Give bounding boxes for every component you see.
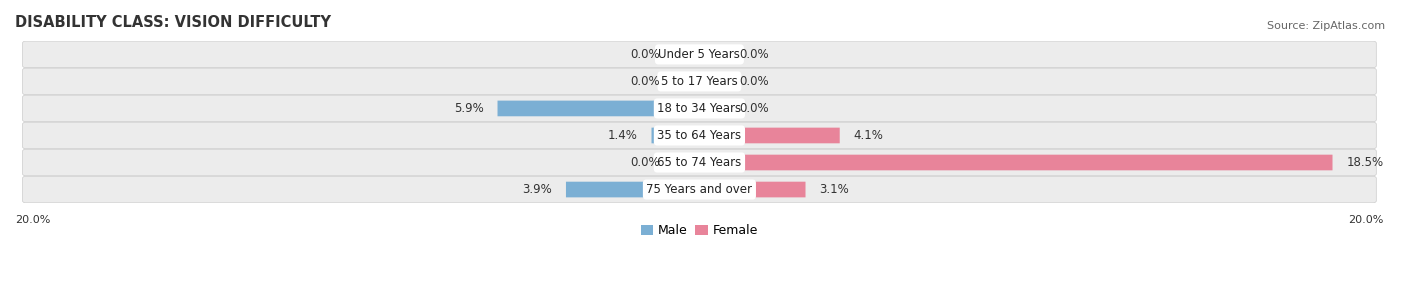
FancyBboxPatch shape (22, 68, 1376, 95)
Text: 0.0%: 0.0% (738, 75, 769, 88)
Text: 0.0%: 0.0% (630, 48, 659, 61)
Text: 0.0%: 0.0% (738, 102, 769, 115)
Text: 75 Years and over: 75 Years and over (647, 183, 752, 196)
FancyBboxPatch shape (673, 47, 699, 62)
Text: 1.4%: 1.4% (607, 129, 638, 142)
Text: 3.9%: 3.9% (523, 183, 553, 196)
Text: Under 5 Years: Under 5 Years (658, 48, 741, 61)
FancyBboxPatch shape (673, 74, 699, 89)
FancyBboxPatch shape (22, 176, 1376, 203)
FancyBboxPatch shape (22, 149, 1376, 176)
Text: 5.9%: 5.9% (454, 102, 484, 115)
Text: 18 to 34 Years: 18 to 34 Years (658, 102, 741, 115)
FancyBboxPatch shape (673, 155, 699, 170)
Text: 20.0%: 20.0% (15, 215, 51, 225)
FancyBboxPatch shape (22, 122, 1376, 149)
FancyBboxPatch shape (699, 47, 725, 62)
FancyBboxPatch shape (699, 101, 725, 116)
Text: 18.5%: 18.5% (1346, 156, 1384, 169)
Text: 5 to 17 Years: 5 to 17 Years (661, 75, 738, 88)
FancyBboxPatch shape (699, 74, 725, 89)
Text: 4.1%: 4.1% (853, 129, 883, 142)
Text: 0.0%: 0.0% (738, 48, 769, 61)
FancyBboxPatch shape (498, 101, 699, 116)
Text: 65 to 74 Years: 65 to 74 Years (657, 156, 741, 169)
FancyBboxPatch shape (22, 41, 1376, 68)
FancyBboxPatch shape (699, 155, 1333, 170)
FancyBboxPatch shape (22, 95, 1376, 122)
Text: 0.0%: 0.0% (630, 75, 659, 88)
Text: DISABILITY CLASS: VISION DIFFICULTY: DISABILITY CLASS: VISION DIFFICULTY (15, 15, 330, 30)
Text: 35 to 64 Years: 35 to 64 Years (658, 129, 741, 142)
FancyBboxPatch shape (699, 182, 806, 197)
FancyBboxPatch shape (567, 182, 699, 197)
FancyBboxPatch shape (651, 127, 699, 143)
Text: Source: ZipAtlas.com: Source: ZipAtlas.com (1267, 21, 1385, 31)
FancyBboxPatch shape (699, 127, 839, 143)
Text: 3.1%: 3.1% (820, 183, 849, 196)
Legend: Male, Female: Male, Female (636, 219, 763, 242)
Text: 20.0%: 20.0% (1348, 215, 1384, 225)
Text: 0.0%: 0.0% (630, 156, 659, 169)
